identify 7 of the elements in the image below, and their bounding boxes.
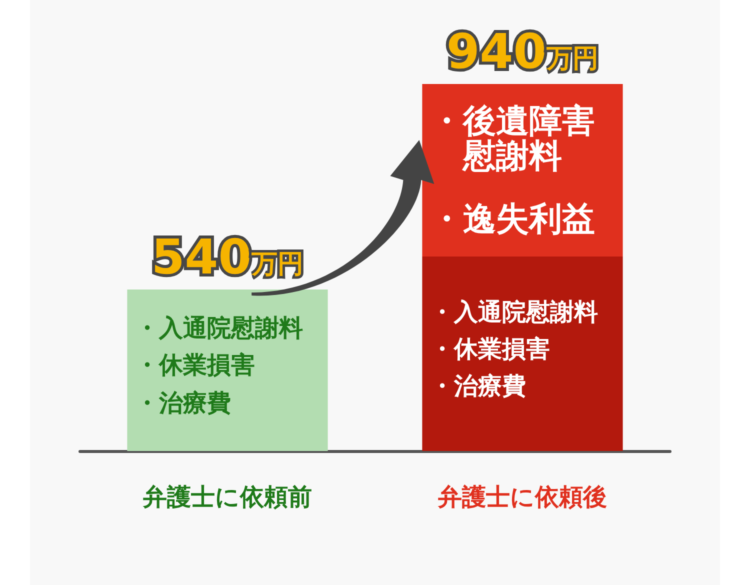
x-tick-label: 弁護士に依頼前 (142, 483, 312, 511)
annotation: ・入通院慰謝料・休業損害・治療費 (430, 296, 598, 402)
annotation: ・後遺障害慰謝料・逸失利益 (430, 101, 596, 238)
annotation: ・入通院慰謝料・休業損害・治療費 (135, 313, 304, 419)
annotation: 940万円 (446, 24, 599, 80)
x-tick-label: 弁護士に依頼後 (437, 483, 607, 511)
annotation: 540万円 (151, 230, 304, 286)
